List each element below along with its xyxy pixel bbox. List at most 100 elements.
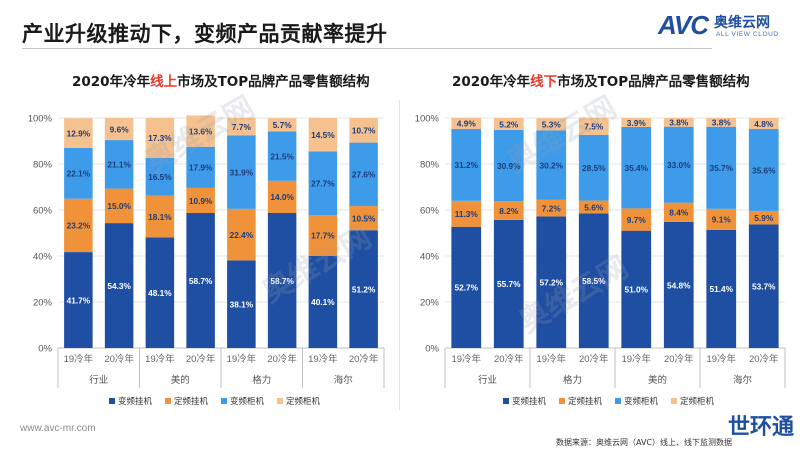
bar-segment [308, 151, 338, 216]
bar-segment [227, 208, 256, 261]
bar-segment [493, 118, 524, 130]
y-tick-label: 20% [33, 298, 53, 309]
group-label: 海尔 [733, 374, 753, 386]
bar-segment [451, 200, 482, 227]
chart-title-offline: 2020年冷年线下市场及TOP品牌产品零售额结构 [452, 70, 750, 90]
bar-segment [267, 212, 297, 348]
chart-title-online-suffix: 市场及TOP品牌产品零售额结构 [177, 74, 370, 90]
bar-value-label: 9.6% [110, 124, 130, 134]
bar-value-label: 14.0% [270, 192, 294, 202]
bar-segment [64, 252, 93, 348]
y-tick-label: 100% [28, 114, 53, 125]
bar-value-label: 9.7% [627, 215, 647, 225]
bar-value-label: 5.9% [754, 213, 774, 223]
bar-segment [578, 200, 609, 214]
bar-segment [536, 216, 567, 348]
bar-value-label: 57.2% [539, 278, 563, 288]
x-tick-label: 20冷年 [349, 353, 379, 365]
bar-segment [349, 230, 378, 348]
bar-value-label: 5.7% [273, 120, 293, 130]
bar-segment [451, 117, 482, 130]
bar-segment [663, 202, 694, 222]
legend-swatch [671, 398, 677, 404]
bar-segment [706, 229, 737, 348]
x-tick-label: 20冷年 [579, 353, 609, 365]
legend-swatch [109, 398, 115, 404]
legend-label: 变频柜机 [624, 396, 659, 406]
y-tick-label: 0% [425, 344, 439, 355]
x-tick-label: 20冷年 [494, 353, 524, 365]
website-text: www.avc-mr.com [20, 423, 96, 434]
bar-segment [104, 118, 134, 141]
legend-swatch [615, 398, 621, 404]
bar-segment [349, 206, 378, 231]
bar-segment [663, 126, 694, 203]
bar-segment [706, 208, 737, 230]
bar-segment [349, 118, 378, 143]
legend-swatch [277, 398, 283, 404]
bar-value-label: 17.3% [148, 133, 172, 143]
bar-value-label: 17.9% [189, 163, 213, 173]
bar-value-label: 12.9% [67, 128, 91, 138]
bar-value-label: 58.7% [189, 276, 213, 286]
legend-label: 变频挂机 [512, 396, 547, 406]
bar-segment [451, 226, 482, 348]
group-label: 格力 [563, 374, 582, 386]
chart-title-online: 2020年冷年线上市场及TOP品牌产品零售额结构 [72, 70, 370, 90]
y-tick-label: 40% [420, 252, 440, 263]
bar-segment [621, 230, 652, 348]
bar-value-label: 11.3% [455, 209, 479, 219]
bar-segment [145, 237, 175, 348]
online-stacked-bar-chart: 0% 20% 40% 60% 80% 100% 41.7% 23.2% 22.1% 12.9% 19… [28, 114, 385, 406]
offline-stacked-bar-chart: 0% 20% 40% 60% 80% 100% 52.7% 11.3% 31.2% 4.9% 19冷… [415, 114, 786, 406]
bar-value-label: 21.5% [270, 151, 294, 161]
bar-segment [145, 195, 175, 238]
bar-value-label: 3.8% [669, 118, 689, 128]
bar-value-label: 5.3% [542, 120, 562, 130]
bar-value-label: 54.3% [107, 281, 131, 291]
x-tick-label: 19冷年 [621, 353, 651, 365]
y-tick-label: 60% [420, 206, 440, 217]
avc-logo: AVC 奥维云网 ALL VIEW CLOUD [658, 10, 788, 44]
group-label: 格力 [252, 374, 271, 386]
bar-segment [227, 260, 256, 348]
bar-value-label: 22.1% [67, 169, 91, 179]
legend-label: 定频柜机 [680, 396, 715, 406]
bar-value-label: 21.1% [107, 160, 131, 170]
bar-segment [186, 212, 215, 348]
x-tick-label: 20冷年 [267, 353, 297, 365]
bar-segment [186, 115, 215, 147]
bar-value-label: 53.7% [752, 282, 776, 292]
y-tick-label: 80% [420, 160, 440, 171]
legend-label: 定频挂机 [174, 396, 209, 406]
legend-swatch [165, 398, 171, 404]
bar-value-label: 35.4% [624, 163, 648, 173]
logo-avc-text: AVC [658, 10, 709, 40]
bar-value-label: 15.0% [107, 201, 131, 211]
bar-segment [104, 188, 134, 224]
bar-value-label: 3.8% [712, 118, 732, 128]
title-divider [22, 48, 712, 49]
chart-title-offline-prefix: 2020年冷年 [452, 74, 531, 90]
bar-segment [186, 187, 215, 213]
x-tick-label: 19冷年 [451, 353, 481, 365]
bar-value-label: 30.9% [497, 161, 521, 171]
x-tick-label: 19冷年 [145, 353, 175, 365]
x-tick-label: 20冷年 [749, 353, 779, 365]
bar-value-label: 7.7% [232, 122, 252, 132]
bar-segment [493, 219, 524, 348]
bar-value-label: 35.7% [709, 163, 733, 173]
group-label: 海尔 [334, 374, 354, 386]
bar-segment [578, 117, 609, 136]
stamp-logo: 世环通 [728, 415, 795, 440]
bar-segment [451, 129, 482, 201]
legend-label: 变频柜机 [230, 396, 265, 406]
bar-value-label: 13.6% [189, 126, 213, 136]
legend-swatch [503, 398, 509, 404]
bar-value-label: 4.9% [457, 119, 477, 129]
bar-segment [267, 118, 297, 132]
bar-value-label: 58.5% [582, 276, 606, 286]
bar-segment [706, 118, 737, 127]
bar-value-label: 9.1% [712, 215, 732, 225]
legend-label: 变频挂机 [118, 396, 153, 406]
